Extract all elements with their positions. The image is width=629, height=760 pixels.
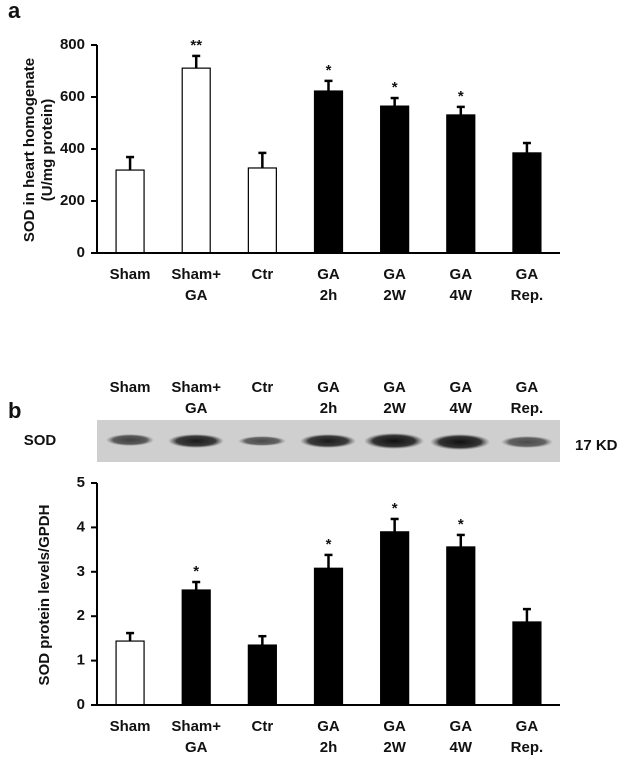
- lane-label: 2W: [383, 400, 406, 417]
- blot-size: 17 KD: [575, 437, 618, 454]
- lane-label: GA: [450, 379, 473, 396]
- x-tick-label: GA: [450, 718, 473, 735]
- x-tick-label: GA: [383, 718, 406, 735]
- lane-label: GA: [317, 379, 340, 396]
- y-tick-label: 1: [77, 652, 85, 669]
- bar: [181, 67, 211, 254]
- x-tick-label: GA: [450, 266, 473, 283]
- y-tick-label: 0: [77, 244, 85, 261]
- bar: [313, 90, 344, 254]
- x-tick-label: 4W: [450, 287, 473, 304]
- x-tick-label: Sham+: [171, 266, 221, 283]
- lane-label: 4W: [450, 400, 473, 417]
- y-axis-label: SOD in heart homogenate: [21, 58, 38, 242]
- x-tick-label: Sham: [110, 718, 151, 735]
- y-tick-label: 3: [77, 563, 85, 580]
- lane-label: Sham: [110, 379, 151, 396]
- lane-label: 2h: [320, 400, 338, 417]
- x-tick-label: Ctr: [252, 266, 274, 283]
- y-axis-label: (U/mg protein): [39, 99, 56, 202]
- lane-label: GA: [516, 379, 539, 396]
- x-tick-label: 2h: [320, 287, 338, 304]
- bar: [380, 531, 410, 706]
- significance-label: *: [458, 516, 464, 533]
- panel-label: a: [8, 0, 21, 23]
- panel-label: b: [8, 398, 21, 423]
- y-tick-label: 800: [60, 36, 85, 53]
- bar: [512, 621, 542, 706]
- bar: [446, 114, 476, 254]
- x-tick-label: 2W: [383, 739, 406, 756]
- x-tick-label: GA: [383, 266, 406, 283]
- significance-label: *: [326, 62, 332, 79]
- significance-label: *: [392, 79, 398, 96]
- y-tick-label: 2: [77, 607, 85, 624]
- x-tick-label: Rep.: [511, 739, 544, 756]
- significance-label: *: [392, 500, 398, 517]
- lane-label: GA: [185, 400, 208, 417]
- y-tick-label: 400: [60, 140, 85, 157]
- bar: [247, 644, 277, 706]
- bar: [512, 152, 542, 254]
- x-tick-label: 2W: [383, 287, 406, 304]
- blot-label: SOD: [24, 432, 57, 449]
- x-tick-label: Sham+: [171, 718, 221, 735]
- y-tick-label: 4: [77, 518, 86, 535]
- significance-label: *: [326, 536, 332, 553]
- x-tick-label: GA: [317, 266, 340, 283]
- blot-bands: [106, 433, 553, 450]
- x-tick-label: Sham: [110, 266, 151, 283]
- bar: [247, 167, 277, 254]
- significance-label: *: [458, 88, 464, 105]
- x-tick-label: GA: [516, 266, 539, 283]
- lane-label: Ctr: [252, 379, 274, 396]
- bar: [446, 546, 476, 706]
- lane-label: Rep.: [511, 400, 544, 417]
- bar: [380, 105, 410, 254]
- x-tick-label: 4W: [450, 739, 473, 756]
- bar: [115, 640, 145, 706]
- bar: [181, 589, 211, 706]
- x-tick-label: GA: [185, 287, 208, 304]
- x-tick-label: Rep.: [511, 287, 544, 304]
- x-tick-label: GA: [516, 718, 539, 735]
- x-tick-label: 2h: [320, 739, 338, 756]
- bar: [313, 567, 344, 706]
- significance-label: *: [193, 563, 199, 580]
- y-axis-label: SOD protein levels/GPDH: [36, 505, 53, 686]
- y-tick-label: 600: [60, 88, 85, 105]
- y-tick-label: 5: [77, 474, 85, 491]
- significance-label: **: [190, 37, 202, 54]
- lane-label: GA: [383, 379, 406, 396]
- x-tick-label: Ctr: [252, 718, 274, 735]
- x-tick-label: GA: [317, 718, 340, 735]
- x-tick-label: GA: [185, 739, 208, 756]
- y-tick-label: 0: [77, 696, 85, 713]
- bar: [115, 169, 145, 254]
- lane-label: Sham+: [171, 379, 221, 396]
- y-tick-label: 200: [60, 192, 85, 209]
